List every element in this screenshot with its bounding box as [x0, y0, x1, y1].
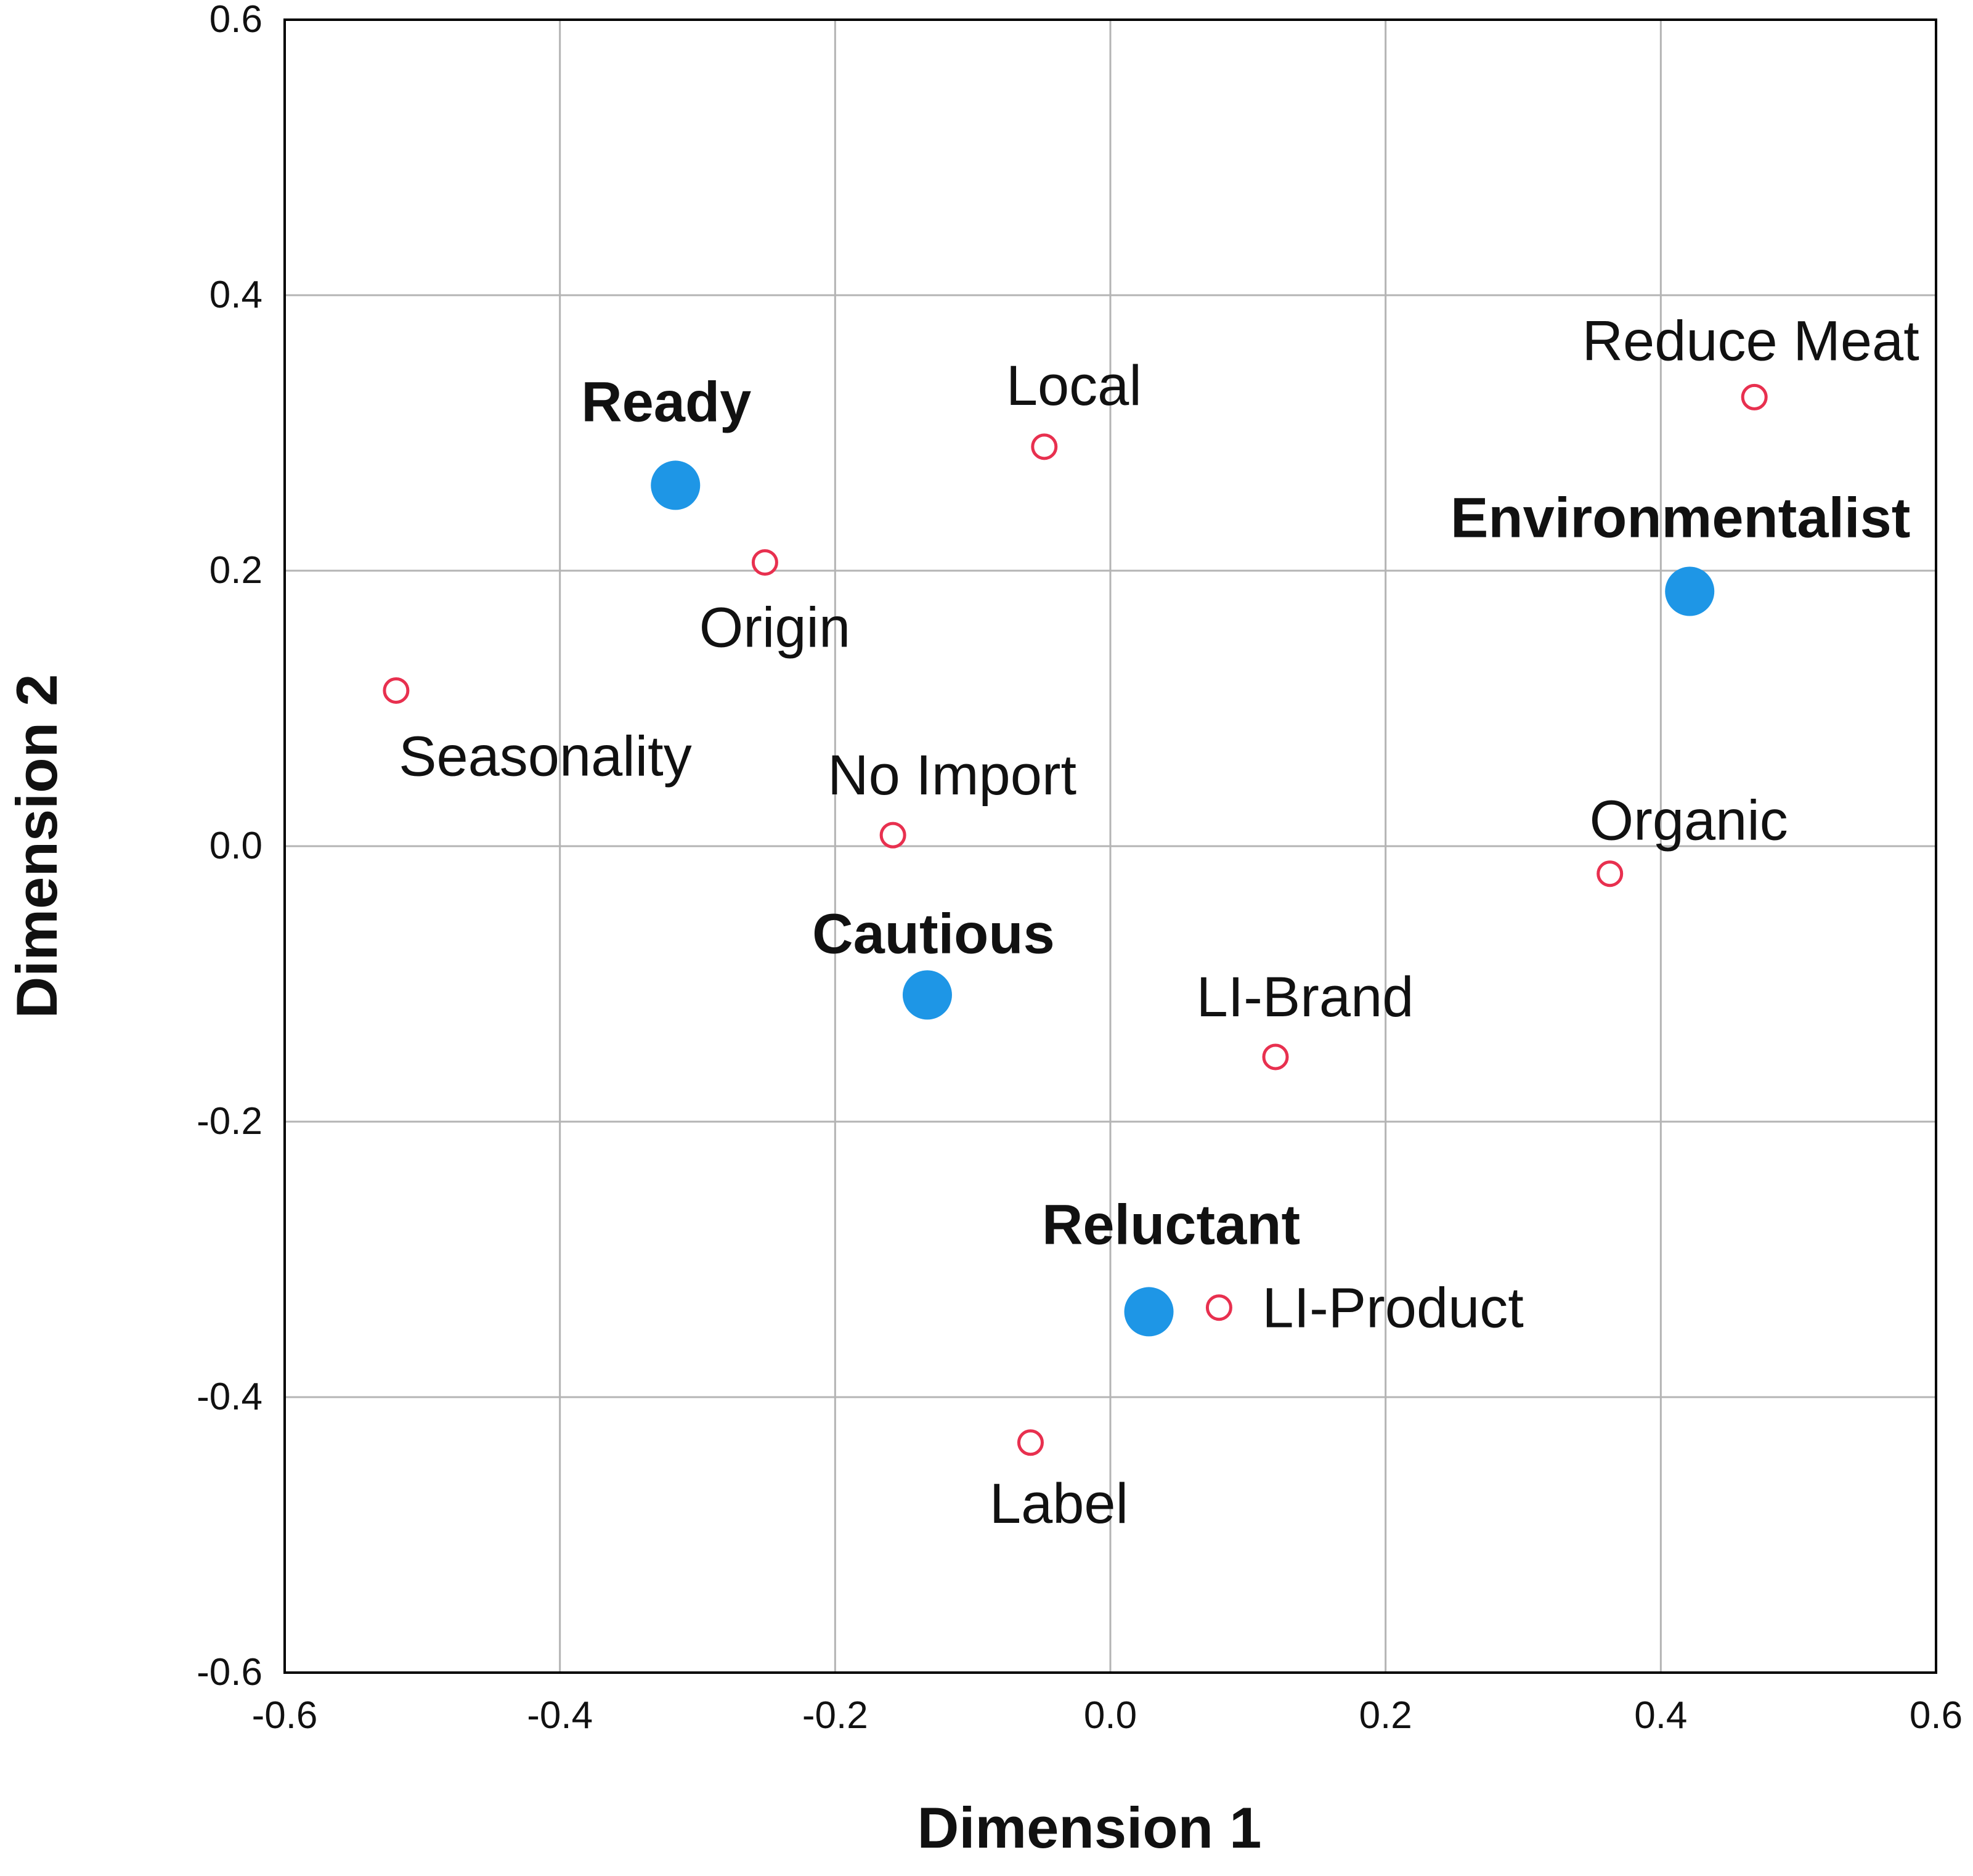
x-tick-label: 0.0 [1084, 1694, 1137, 1737]
segment-label: Ready [581, 370, 751, 433]
segment-point [902, 970, 952, 1020]
x-tick-label: -0.6 [252, 1694, 318, 1737]
segment-point [1665, 566, 1715, 616]
tick-labels: -0.6 -0.4 -0.2 0.0 0.2 0.4 0.6 0.6 0.4 0.2 0.0 -0.2… [197, 0, 1963, 1737]
attribute-point [1017, 1429, 1044, 1456]
segment-label: Reluctant [1042, 1193, 1300, 1256]
plot-frame [283, 18, 1937, 1674]
x-tick-label: 0.6 [1910, 1694, 1963, 1737]
y-tick-label: 0.0 [210, 825, 262, 867]
segment-point [1124, 1287, 1174, 1337]
segment-label: Environmentalist [1450, 487, 1910, 550]
segment-label: Cautious [812, 902, 1055, 965]
attribute-point [1597, 860, 1624, 887]
point-labels: Ready Environmentalist Cautious Reluctant Re… [399, 309, 1919, 1535]
y-tick-label: 0.4 [210, 274, 262, 316]
x-tick-label: -0.2 [802, 1694, 868, 1737]
attribute-point [879, 822, 906, 849]
attribute-label: Organic [1590, 789, 1788, 852]
attribute-label: Origin [699, 597, 850, 659]
x-tick-label: 0.4 [1634, 1694, 1687, 1737]
x-tick-label: 0.2 [1359, 1694, 1412, 1737]
attribute-label: Local [1006, 354, 1142, 417]
attribute-point [383, 677, 410, 704]
y-tick-label: -0.4 [197, 1376, 262, 1418]
attribute-label: LI-Brand [1197, 966, 1414, 1029]
attribute-point [1031, 433, 1058, 460]
x-axis-title: Dimension 1 [917, 1795, 1262, 1860]
y-tick-label: 0.6 [210, 0, 262, 41]
attribute-point [1262, 1043, 1289, 1071]
y-tick-label: 0.2 [210, 549, 262, 592]
y-tick-label: -0.2 [197, 1100, 262, 1143]
attribute-point [1741, 383, 1768, 410]
attribute-label: No Import [828, 744, 1076, 807]
x-tick-label: -0.4 [527, 1694, 593, 1737]
data-points [383, 383, 1768, 1456]
y-tick-label: -0.6 [197, 1651, 262, 1694]
attribute-label: Seasonality [399, 725, 692, 788]
attribute-label: LI-Product [1262, 1277, 1523, 1340]
attribute-point [1205, 1294, 1232, 1321]
y-axis-title: Dimension 2 [4, 674, 69, 1019]
attribute-label: Label [990, 1472, 1128, 1535]
segment-point [651, 460, 701, 510]
attribute-point [751, 549, 778, 576]
attribute-label: Reduce Meat [1582, 309, 1919, 372]
